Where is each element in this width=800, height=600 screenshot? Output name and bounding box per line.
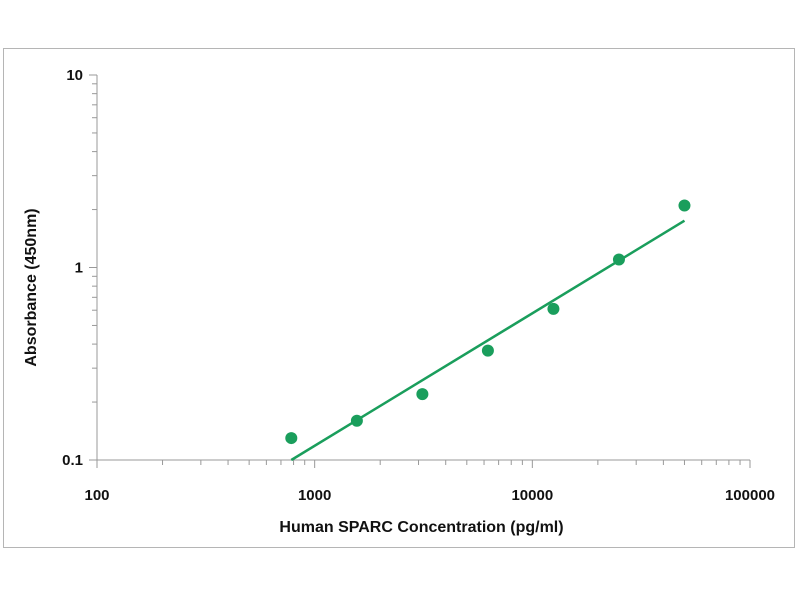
x-tick-labels: 100 1000 10000 100000: [84, 487, 775, 504]
data-point: [547, 302, 560, 315]
x-axis-title: Human SPARC Concentration (pg/ml): [279, 519, 563, 536]
data-points-series: [285, 199, 691, 445]
data-point: [678, 199, 691, 212]
axis-ticks: [89, 74, 751, 468]
data-point: [350, 414, 363, 427]
x-tick-label-1000: 1000: [298, 487, 331, 504]
fit-line: [290, 219, 686, 462]
y-axis-title: Absorbance (450nm): [23, 208, 40, 366]
y-tick-labels: 0.1 1 10: [62, 67, 83, 469]
data-point: [285, 432, 298, 445]
fit-line-series: [290, 219, 686, 462]
x-tick-label-10000: 10000: [511, 487, 553, 504]
axes: [96, 75, 750, 461]
data-point: [416, 388, 429, 401]
x-tick-label-100000: 100000: [725, 487, 775, 504]
data-point: [612, 253, 625, 266]
data-point: [481, 344, 494, 357]
y-tick-label-0.1: 0.1: [62, 452, 83, 469]
x-tick-label-100: 100: [84, 487, 109, 504]
y-tick-label-1: 1: [75, 260, 83, 277]
y-tick-label-10: 10: [66, 67, 83, 84]
